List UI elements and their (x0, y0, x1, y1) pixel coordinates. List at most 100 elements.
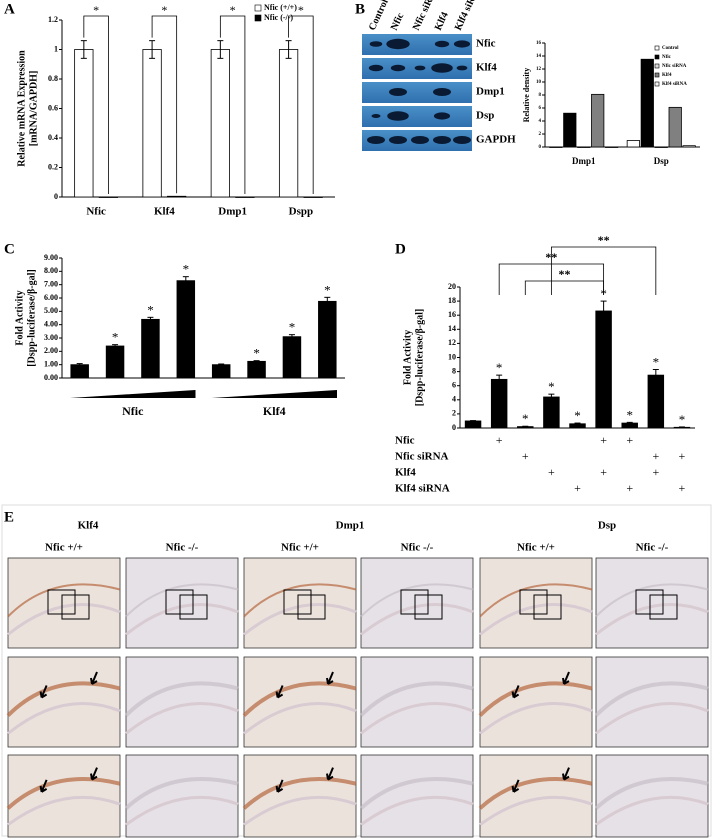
condition-mark: + (548, 465, 555, 479)
arrow (326, 767, 334, 781)
significance-bracket (550, 246, 657, 295)
significance-mark: * (522, 411, 529, 426)
y-axis-label: [mRNA/GAPDH] (28, 71, 39, 147)
histology-image (360, 557, 474, 649)
y-tick-label: 10 (448, 352, 456, 361)
significance-mark: ** (558, 267, 570, 281)
histology-image (125, 557, 239, 649)
tissue-layer (360, 603, 474, 636)
bar (563, 112, 577, 148)
legend-swatch (654, 72, 660, 78)
x-tick-label: Dsp (654, 156, 669, 166)
bar (549, 146, 563, 148)
condition-label: Nfic (395, 435, 415, 447)
tissue-layer (479, 603, 593, 636)
blot-band (431, 63, 453, 73)
tissue-layer (6, 681, 121, 717)
bar (211, 364, 231, 379)
condition-mark: + (522, 449, 529, 463)
bar (682, 145, 696, 148)
inset-box (179, 594, 208, 620)
tissue-layer (595, 702, 709, 735)
significance-mark: * (147, 302, 154, 317)
bar (654, 146, 668, 148)
tissue-layer (594, 681, 709, 717)
y-tick-label: 9.00 (44, 253, 58, 262)
y-axis-label: [Dspp-luciferase/β-gal] (26, 269, 37, 366)
blot-column-label: Klf4 (433, 10, 451, 32)
genotype-label: Nfic -/- (636, 542, 669, 554)
significance-mark: * (679, 412, 686, 427)
panel-letter: E (4, 509, 14, 525)
y-tick-label: 8 (539, 93, 542, 98)
genotype-label: Nfic -/- (166, 542, 199, 554)
legend-swatch (654, 45, 660, 51)
y-tick-label: 14 (536, 54, 542, 59)
x-tick-label: Dmp1 (572, 156, 596, 166)
tissue-layer (125, 795, 239, 826)
x-tick-label: Klf4 (154, 206, 175, 218)
x-tick-label: Dmp1 (218, 206, 247, 218)
significance-bracket (151, 15, 178, 194)
y-tick-label: 5.00 (44, 306, 58, 315)
legend-swatch (254, 4, 262, 12)
inset-box (649, 594, 678, 620)
bar (141, 318, 160, 379)
blot-band (414, 65, 426, 71)
y-tick-label: 1.2 (48, 15, 58, 24)
y-axis-label: Relative mRNA Expression (16, 50, 27, 167)
y-tick-label: 12 (536, 67, 542, 72)
arrow (275, 685, 284, 699)
y-tick-label: 7.00 (44, 279, 58, 288)
bar (210, 49, 230, 198)
condition-mark: + (496, 433, 503, 447)
bar (640, 58, 654, 148)
bar (591, 93, 605, 148)
tissue-layer (125, 603, 239, 636)
gene-label: Dsp (598, 520, 616, 532)
bar (278, 49, 299, 198)
blot-band (433, 136, 451, 144)
tissue-layer (595, 603, 709, 636)
y-tick-label: 16 (448, 310, 456, 319)
bar (668, 106, 682, 148)
arrow (562, 671, 570, 685)
tissue-layer (479, 583, 593, 618)
tissue-layer (7, 795, 121, 826)
blot-band (434, 40, 450, 48)
tissue-layer (479, 702, 593, 735)
significance-mark: * (230, 3, 236, 17)
condition-label: Nfic siRNA (395, 451, 449, 463)
histology-image (7, 557, 121, 649)
legend-swatch (654, 54, 660, 60)
arrow (275, 779, 284, 793)
tissue-layer (242, 777, 357, 810)
y-tick-label: 3.00 (44, 333, 58, 342)
tissue-layer (125, 583, 239, 618)
legend-label: Nfic (662, 55, 672, 60)
group-label: Klf4 (263, 404, 286, 418)
condition-mark: + (679, 481, 686, 495)
y-tick-label: 1.00 (44, 359, 58, 368)
inset-box (297, 594, 326, 620)
blot-strip (362, 106, 472, 127)
arrow (90, 767, 98, 781)
blot-band (389, 136, 407, 144)
y-tick-label: 10 (536, 80, 542, 85)
group-label: Nfic (122, 404, 144, 418)
bar (595, 310, 612, 429)
significance-mark: * (289, 320, 296, 335)
y-tick-label: 12 (448, 338, 456, 347)
blot-band (367, 136, 385, 144)
arrow (511, 779, 520, 793)
gene-label: Klf4 (78, 520, 99, 532)
gene-label: Dmp1 (336, 520, 365, 532)
condition-mark: + (600, 465, 607, 479)
y-tick-label: 8 (452, 366, 456, 375)
condition-label: Klf4 siRNA (395, 483, 450, 495)
tissue-layer (359, 681, 474, 717)
panel-letter: A (4, 1, 15, 17)
y-tick-label: 20 (448, 282, 456, 291)
legend-swatch (654, 81, 660, 87)
tissue-layer (594, 777, 709, 810)
